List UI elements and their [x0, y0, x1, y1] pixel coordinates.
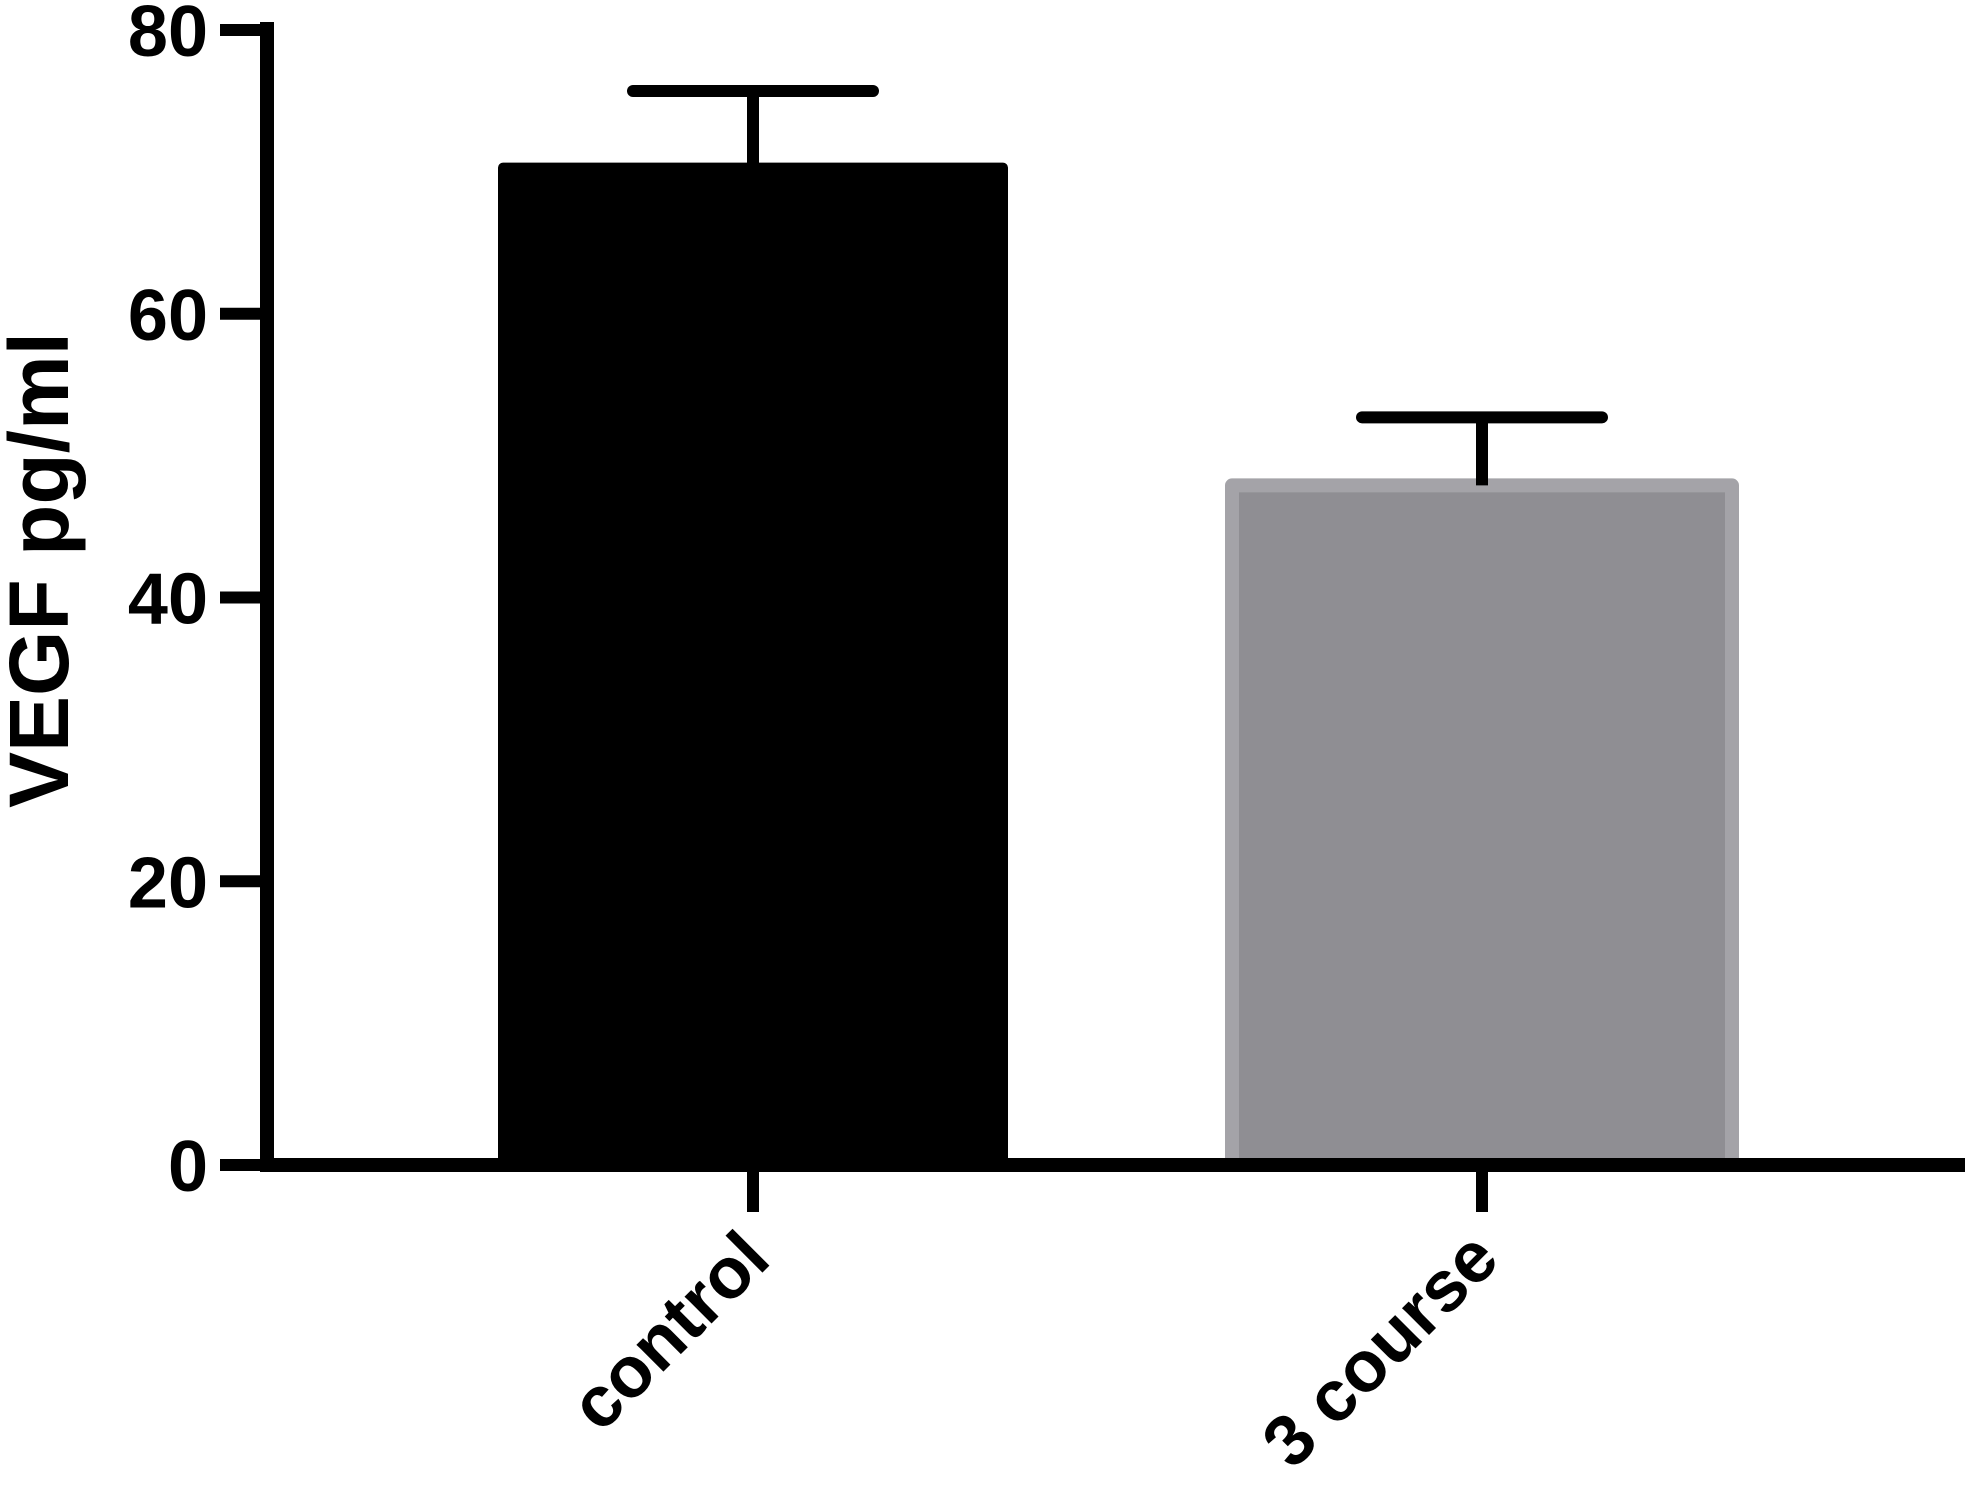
x-tick-label: 3 course [1247, 1217, 1513, 1483]
y-axis-title: VEGF pg/ml [0, 332, 86, 808]
y-tick-label: 40 [128, 560, 208, 640]
bar-3-course [1225, 478, 1739, 1172]
y-tick-label: 0 [168, 1127, 208, 1207]
error-bars [627, 85, 1608, 486]
x-axis-ticks: control 3 course [555, 1165, 1513, 1483]
y-tick-label: 20 [128, 843, 208, 923]
y-axis-ticks: 0 20 40 60 80 [128, 0, 267, 1207]
y-tick-label: 60 [128, 276, 208, 356]
bar-control [498, 162, 1008, 1170]
x-tick-label: control [555, 1217, 784, 1446]
bars [498, 162, 1739, 1172]
y-tick-label: 80 [128, 0, 208, 72]
